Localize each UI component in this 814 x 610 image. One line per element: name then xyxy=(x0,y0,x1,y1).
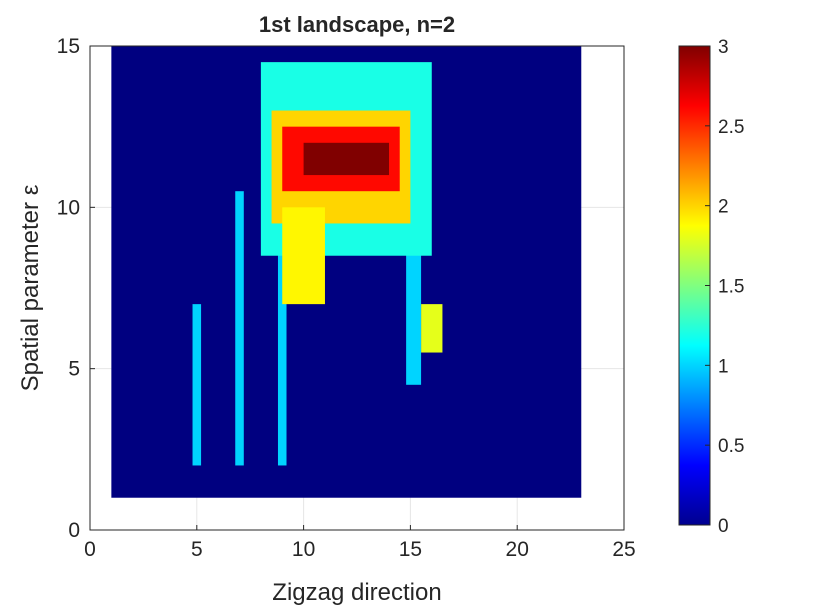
y-axis-label: Spatial parameter ε xyxy=(17,184,44,391)
heatmap-region-right-leg xyxy=(406,239,422,385)
heatmap-region-peak xyxy=(303,142,390,176)
colorbar-tick-label: 1.5 xyxy=(718,277,744,298)
y-tick-label: 5 xyxy=(68,358,80,381)
heatmap-region-right-spot xyxy=(421,304,443,353)
colorbar-tick-label: 3 xyxy=(718,37,729,58)
y-tick-label: 0 xyxy=(68,519,80,542)
heatmap-region-column-2 xyxy=(235,191,244,466)
plot-frame xyxy=(89,45,625,531)
heatmap-region-lower-arch xyxy=(282,207,325,305)
x-axis-label: Zigzag direction xyxy=(272,579,441,606)
heatmap-region-column-1 xyxy=(192,304,202,466)
axes: 0 5 10 15 20 25 0 5 10 15 xyxy=(57,35,636,561)
colorbar xyxy=(678,45,711,526)
y-tick-label: 10 xyxy=(57,196,80,219)
colorbar-tick-label: 0 xyxy=(718,516,729,537)
y-tick-label: 15 xyxy=(57,35,80,58)
colorbar-axis: 0 0.5 1 1.5 2 2.5 3 xyxy=(705,37,744,537)
heatmap xyxy=(111,46,582,498)
x-tick-label: 15 xyxy=(399,538,422,561)
x-tick-label: 0 xyxy=(84,538,96,561)
colorbar-tick-label: 2.5 xyxy=(718,117,744,138)
x-tick-label: 20 xyxy=(506,538,529,561)
colorbar-tick-label: 0.5 xyxy=(718,436,744,457)
x-tick-label: 10 xyxy=(292,538,315,561)
colorbar-tick-label: 1 xyxy=(718,356,729,377)
heatmap-region-column-3 xyxy=(277,223,287,466)
x-tick-label: 25 xyxy=(612,538,635,561)
colorbar-tick-label: 2 xyxy=(718,197,729,218)
x-tick-label: 5 xyxy=(191,538,203,561)
chart-title: 1st landscape, n=2 xyxy=(259,12,455,37)
